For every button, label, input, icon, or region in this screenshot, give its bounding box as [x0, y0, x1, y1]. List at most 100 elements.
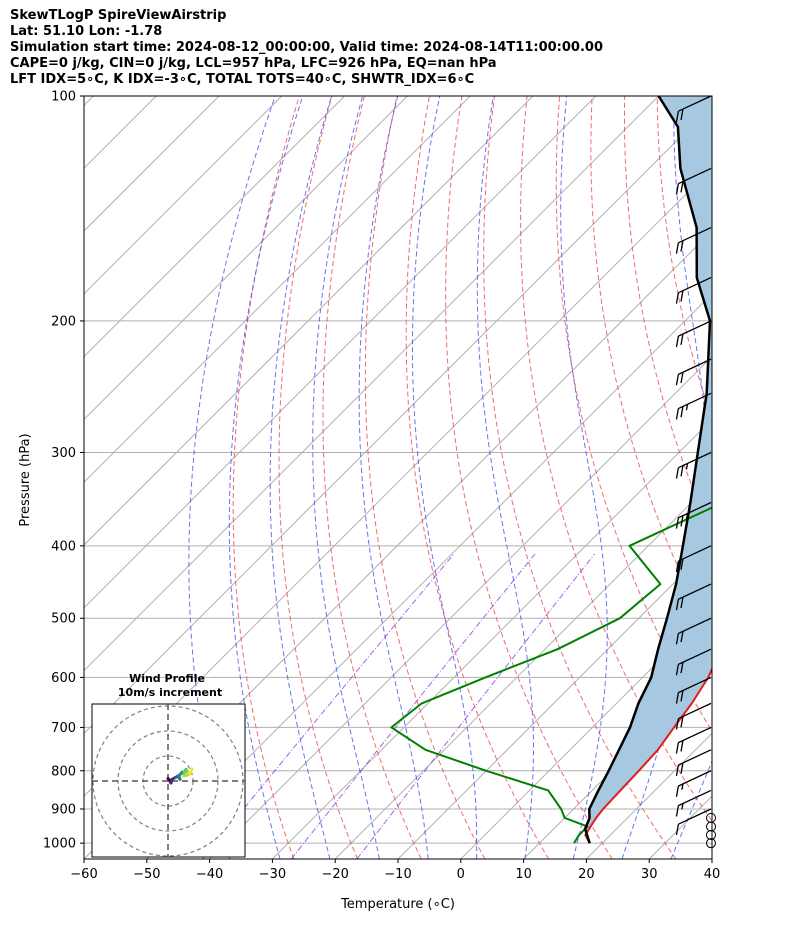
isotherm: [84, 104, 712, 735]
wind-barb-staff: [678, 95, 712, 112]
isotherm: [84, 96, 597, 609]
wind-barb-flag: [680, 290, 684, 302]
dry-adiabat: [483, 96, 677, 859]
isotherm: [84, 96, 659, 672]
wind-barb-flag: [680, 406, 684, 418]
cape-shading: [585, 96, 712, 844]
wind-barb-flag: [675, 242, 680, 254]
wind-barb-flag: [675, 336, 680, 348]
wind-barb-flag: [675, 692, 680, 704]
wind-barb-flag: [685, 513, 689, 520]
wind-barb-flag: [680, 716, 684, 728]
wind-barb-flag: [675, 664, 680, 676]
dry-adiabat: [656, 96, 712, 421]
y-tick-label: 400: [51, 539, 76, 554]
wind-barb-flag: [675, 718, 680, 730]
moist-adiabat: [188, 96, 276, 859]
profile-lines: [390, 96, 712, 844]
wind-barb-staff: [678, 749, 712, 766]
wind-barb-staff: [678, 320, 712, 337]
wind-barb-staff: [678, 726, 712, 744]
wind-barb-flag: [675, 111, 680, 123]
wind-barb-staff: [678, 501, 712, 519]
wind-barb-flag: [675, 292, 680, 304]
y-axis-title: Pressure (hPa): [18, 433, 33, 526]
wind-barb-flag: [680, 515, 684, 527]
dry-adiabat: [755, 96, 794, 859]
wind-barb-flag: [675, 785, 680, 797]
x-tick-label: −50: [133, 867, 160, 882]
wind-barb-flag: [675, 183, 680, 195]
isotherm: [711, 858, 712, 859]
y-tick-label: 100: [51, 90, 76, 105]
wind-barb-flag: [675, 824, 680, 836]
dry-adiabat: [364, 96, 486, 859]
y-tick-label: 600: [51, 671, 76, 686]
dry-adiabat: [624, 96, 712, 536]
y-tick-label: 300: [51, 446, 76, 461]
y-tick-label: 800: [51, 764, 76, 779]
isotherm: [334, 481, 712, 859]
wind-barb-staff: [678, 617, 712, 635]
parcel-line: [583, 96, 712, 844]
calm-wind-marker: [706, 838, 716, 849]
isotherm: [397, 544, 712, 859]
y-tick-label: 700: [51, 721, 76, 736]
y-tick-label: 200: [51, 314, 76, 329]
dry-adiabat: [787, 96, 794, 859]
wind-barb-staff: [678, 451, 712, 469]
isotherm: [84, 96, 471, 483]
axes: −60 −50 −40 −30 −20 −10 0 10 20 30 40 100 200 300 400 5…: [43, 90, 720, 883]
calm-wind-marker: [706, 812, 716, 823]
location-label: Lat: 51.10 Lon: -1.78: [10, 24, 163, 39]
wind-barb-staff: [678, 648, 712, 665]
wind-profile-inset: Wind Profile 10m/s increment: [91, 672, 246, 858]
moist-adiabat: [312, 96, 380, 859]
wind-barb-flag: [675, 633, 680, 645]
wind-barb-flag: [675, 805, 680, 817]
wind-barb-flag: [680, 108, 684, 121]
x-tick-label: −20: [321, 867, 348, 882]
isotherm: [84, 96, 283, 295]
y-tick-label: 900: [51, 802, 76, 817]
background-lines: [84, 96, 794, 859]
wind-barb-staff: [678, 583, 712, 600]
wind-barbs: [675, 95, 716, 849]
wind-barb-flag: [680, 762, 684, 774]
mixing-ratio-line: [290, 553, 536, 859]
dewpoint-line: [390, 506, 712, 844]
x-tick-label: 20: [578, 867, 595, 882]
chart-header: SkewTLogP SpireViewAirstrip Lat: 51.10 L…: [10, 8, 603, 88]
wind-barb-staff: [678, 702, 712, 720]
wind-barb-staff: [678, 545, 712, 562]
dry-adiabat: [232, 96, 300, 859]
x-tick-label: 10: [515, 867, 532, 882]
inset-subtitle: 10m/s increment: [118, 686, 222, 699]
x-tick-label: −10: [384, 867, 411, 882]
wind-barb-flag: [680, 372, 684, 384]
x-tick-label: −60: [70, 867, 97, 882]
dry-adiabat: [590, 96, 712, 638]
isotherm: [209, 355, 712, 859]
wind-barb-flag: [685, 404, 689, 411]
wind-barb-flag: [685, 463, 689, 470]
wind-barb-flag: [680, 181, 684, 193]
inset-title: Wind Profile: [129, 672, 205, 685]
y-tick-label: 1000: [43, 837, 76, 852]
wind-barb-flag: [681, 803, 684, 810]
wind-barb-flag: [680, 631, 684, 643]
isotherm: [146, 293, 712, 859]
wind-barb-flag: [675, 764, 680, 776]
wind-barb-flag: [680, 240, 684, 252]
wind-barb-staff: [678, 167, 712, 185]
wind-barb-staff: [678, 770, 712, 787]
wind-barb-staff: [678, 392, 712, 410]
hodograph-segment: [188, 767, 194, 775]
wind-barb-flag: [675, 408, 680, 420]
moist-adiabat: [670, 760, 712, 859]
wind-barb-staff: [678, 676, 712, 694]
isotherm: [460, 607, 712, 859]
indices-label-1: CAPE=0 j/kg, CIN=0 j/kg, LCL=957 hPa, LF…: [10, 56, 497, 71]
x-tick-label: 30: [641, 867, 658, 882]
moist-adiabat: [269, 96, 332, 859]
